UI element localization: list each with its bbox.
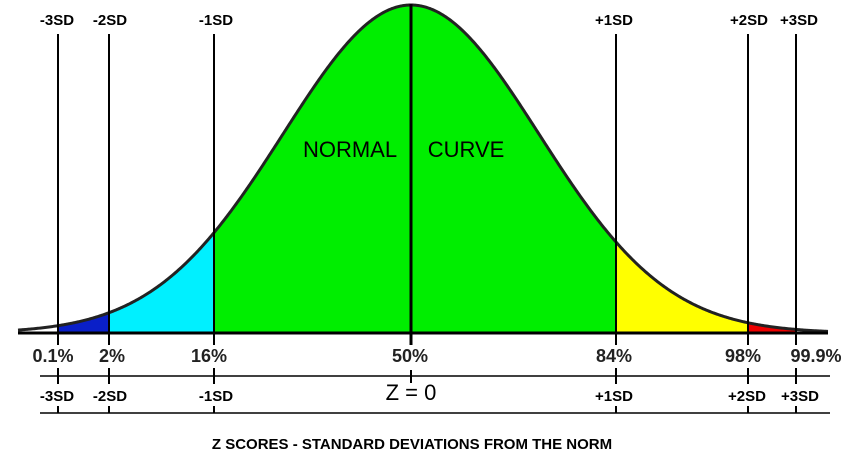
top-sd-label: +3SD — [780, 12, 818, 29]
bottom-label: +1SD — [595, 388, 633, 405]
curve-regions — [17, 3, 829, 333]
curve-label: CURVE — [428, 137, 505, 162]
percent-label: 99.9% — [790, 346, 841, 366]
curve-label: NORMAL — [303, 137, 397, 162]
top-sd-label: +1SD — [595, 12, 633, 29]
curve-region — [214, 5, 616, 333]
bottom-label: Z = 0 — [386, 380, 437, 405]
bottom-label: +2SD — [728, 388, 766, 405]
guide-lines — [18, 4, 830, 414]
top-sd-label: +2SD — [730, 12, 768, 29]
curve-region — [109, 232, 214, 333]
percent-label: 84% — [596, 346, 632, 366]
top-sd-label: -3SD — [40, 12, 74, 29]
bottom-label: -3SD — [40, 388, 74, 405]
percent-label: 2% — [99, 346, 125, 366]
percent-label: 16% — [191, 346, 227, 366]
percent-label: 0.1% — [32, 346, 73, 366]
top-sd-label: -2SD — [93, 12, 127, 29]
top-sd-label: -1SD — [199, 12, 233, 29]
percent-label: 50% — [392, 346, 428, 366]
bottom-label: +3SD — [781, 388, 819, 405]
caption: Z SCORES - STANDARD DEVIATIONS FROM THE … — [212, 436, 612, 453]
bottom-label: -2SD — [93, 388, 127, 405]
curve-outline — [17, 3, 829, 333]
bottom-label: -1SD — [199, 388, 233, 405]
labels: -3SD -2SD -1SD +1SD +2SD +3SD NORMAL CURVE 0.1% 2… — [32, 12, 841, 453]
percent-label: 98% — [725, 346, 761, 366]
curve-region — [616, 242, 748, 333]
